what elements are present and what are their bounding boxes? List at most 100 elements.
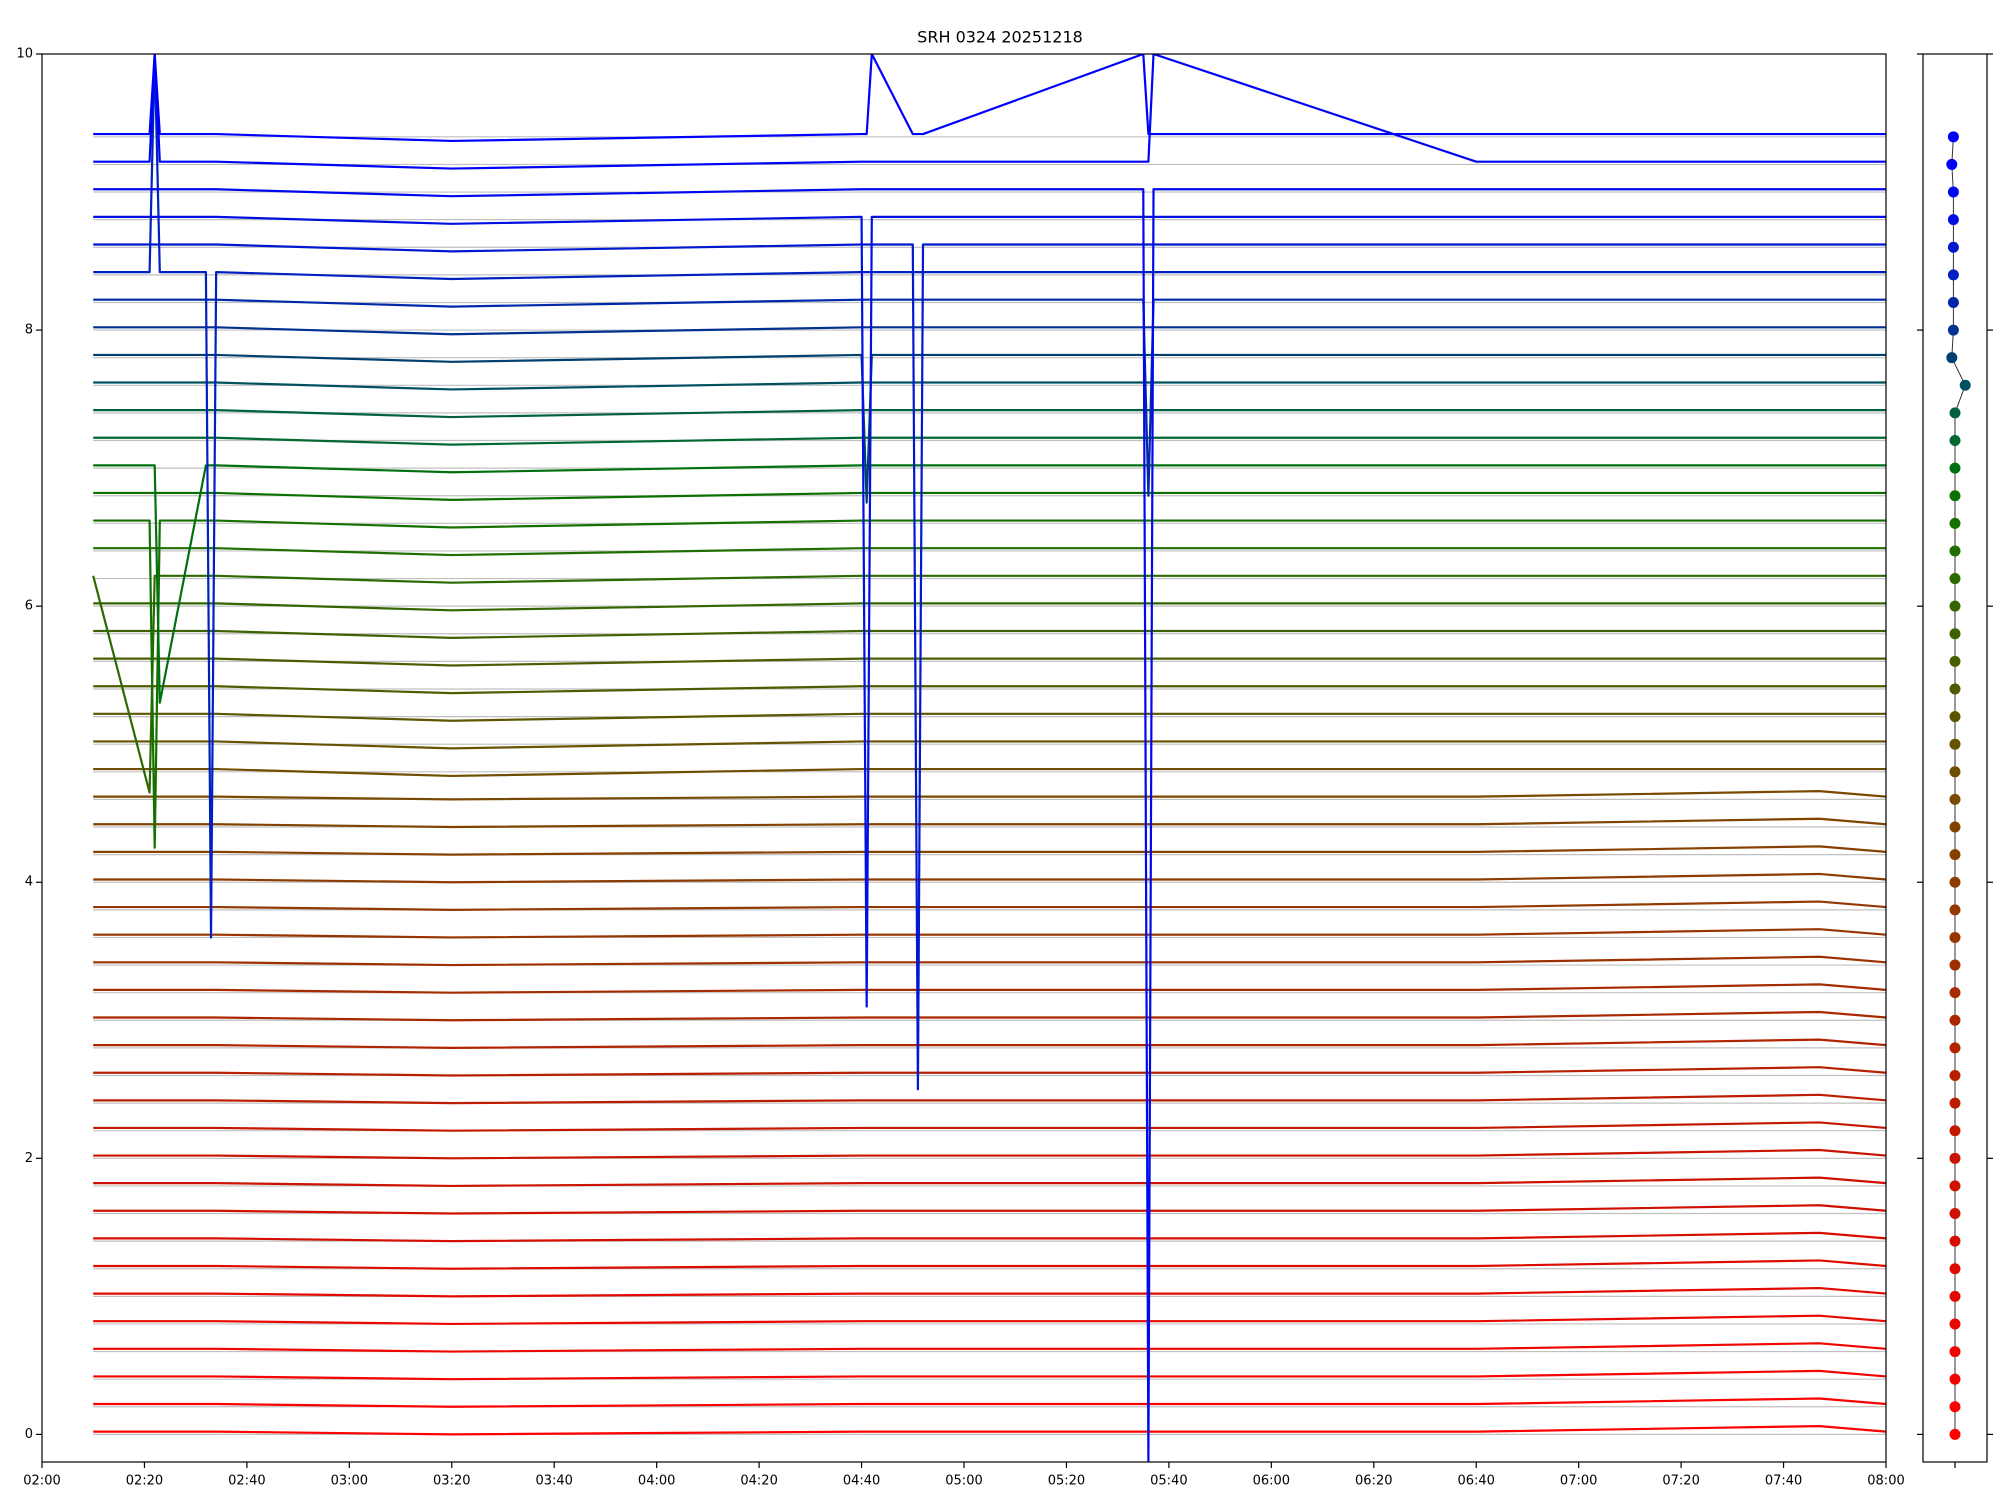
trace-line (93, 1397, 1886, 1408)
channel-dot (1947, 269, 1959, 281)
x-tick-label: 02:40 (228, 1474, 265, 1489)
trace-line (93, 1010, 1886, 1022)
trace-line (93, 1259, 1886, 1270)
channel-dot (1947, 324, 1959, 336)
channel-dot (1949, 628, 1961, 640)
trace-line (93, 54, 1886, 143)
channel-dot (1949, 1014, 1961, 1026)
trace-line (93, 1038, 1886, 1049)
trace-line (93, 1066, 1886, 1077)
x-tick-label: 04:00 (638, 1474, 675, 1489)
trace-line (93, 955, 1886, 967)
x-tick-label: 06:00 (1253, 1474, 1290, 1489)
channel-dot (1947, 186, 1959, 198)
channel-dot (1947, 296, 1959, 308)
channel-dot (1949, 1401, 1961, 1413)
x-tick-label: 08:00 (1867, 1474, 1904, 1489)
channel-dot (1949, 1290, 1961, 1302)
trace-line (93, 928, 1886, 939)
channel-dot (1949, 876, 1961, 888)
y-tick-label: 4 (25, 875, 33, 890)
trace-line (93, 1425, 1886, 1436)
trace-line (93, 817, 1886, 829)
trace-line (93, 1093, 1886, 1105)
x-tick-label: 03:40 (535, 1474, 572, 1489)
channel-dot (1949, 959, 1961, 971)
x-tick-label: 04:40 (843, 1474, 880, 1489)
y-tick-label: 2 (25, 1151, 33, 1166)
channel-dot (1949, 1125, 1961, 1137)
channel-dot (1947, 214, 1959, 226)
x-tick-label: 07:00 (1560, 1474, 1597, 1489)
channel-dot (1949, 987, 1961, 999)
channel-dot (1949, 545, 1961, 557)
trace-line (93, 790, 1886, 801)
trace-line (93, 54, 1886, 170)
x-tick-label: 05:20 (1048, 1474, 1085, 1489)
trace-line (93, 983, 1886, 994)
channel-dot (1949, 793, 1961, 805)
channel-dot (1949, 1346, 1961, 1358)
x-tick-label: 06:40 (1457, 1474, 1494, 1489)
trace-line (93, 900, 1886, 911)
channel-dot (1949, 766, 1961, 778)
chart-title: SRH 0324 20251218 (917, 28, 1083, 47)
trace-line (93, 845, 1886, 856)
trace-line (93, 1204, 1886, 1215)
channel-dot (1949, 490, 1961, 502)
channel-dot (1949, 573, 1961, 585)
channel-dot (1946, 352, 1958, 364)
channel-dot (1949, 904, 1961, 916)
channel-dot (1946, 158, 1958, 170)
x-tick-label: 03:00 (331, 1474, 368, 1489)
channel-dot (1949, 517, 1961, 529)
channel-dot (1949, 1152, 1961, 1164)
channel-dot (1949, 821, 1961, 833)
channel-dot (1949, 1069, 1961, 1081)
trace-line (93, 1176, 1886, 1188)
channel-dot (1949, 1208, 1961, 1220)
channel-dot (1949, 1428, 1961, 1440)
channel-dot (1949, 1235, 1961, 1247)
x-tick-label: 02:20 (126, 1474, 163, 1489)
x-tick-label: 02:00 (23, 1474, 60, 1489)
trace-line (93, 872, 1886, 884)
x-tick-label: 04:20 (740, 1474, 777, 1489)
x-tick-label: 03:20 (433, 1474, 470, 1489)
channel-dot (1949, 711, 1961, 723)
y-tick-label: 0 (25, 1427, 33, 1442)
x-tick-label: 05:40 (1150, 1474, 1187, 1489)
channel-dot (1947, 131, 1959, 143)
y-tick-label: 8 (25, 323, 33, 338)
trace-line (93, 1369, 1886, 1381)
channel-dot (1949, 435, 1961, 447)
trace-line (93, 1121, 1886, 1132)
channel-dot (1949, 849, 1961, 861)
x-tick-label: 06:20 (1355, 1474, 1392, 1489)
trace-line (93, 1231, 1886, 1243)
trace-line (93, 1314, 1886, 1326)
channel-dot (1949, 1097, 1961, 1109)
trace-line (93, 188, 1886, 1462)
channel-dot (1949, 462, 1961, 474)
trace-line (93, 1148, 1886, 1160)
trace-line (93, 1342, 1886, 1353)
channel-dot (1949, 1373, 1961, 1385)
x-tick-label: 07:20 (1662, 1474, 1699, 1489)
channel-dot (1949, 1263, 1961, 1275)
x-tick-label: 07:40 (1765, 1474, 1802, 1489)
channel-dot (1959, 379, 1971, 391)
channel-dot (1949, 600, 1961, 612)
channel-dot (1949, 1042, 1961, 1054)
plot-area (92, 54, 1886, 1462)
channel-dot (1949, 683, 1961, 695)
channel-dot (1949, 931, 1961, 943)
channel-dot (1949, 738, 1961, 750)
channel-dot (1949, 1318, 1961, 1330)
channel-dot (1949, 655, 1961, 667)
channel-dot (1949, 1180, 1961, 1192)
x-tick-label: 05:00 (945, 1474, 982, 1489)
y-tick-label: 10 (16, 47, 33, 62)
